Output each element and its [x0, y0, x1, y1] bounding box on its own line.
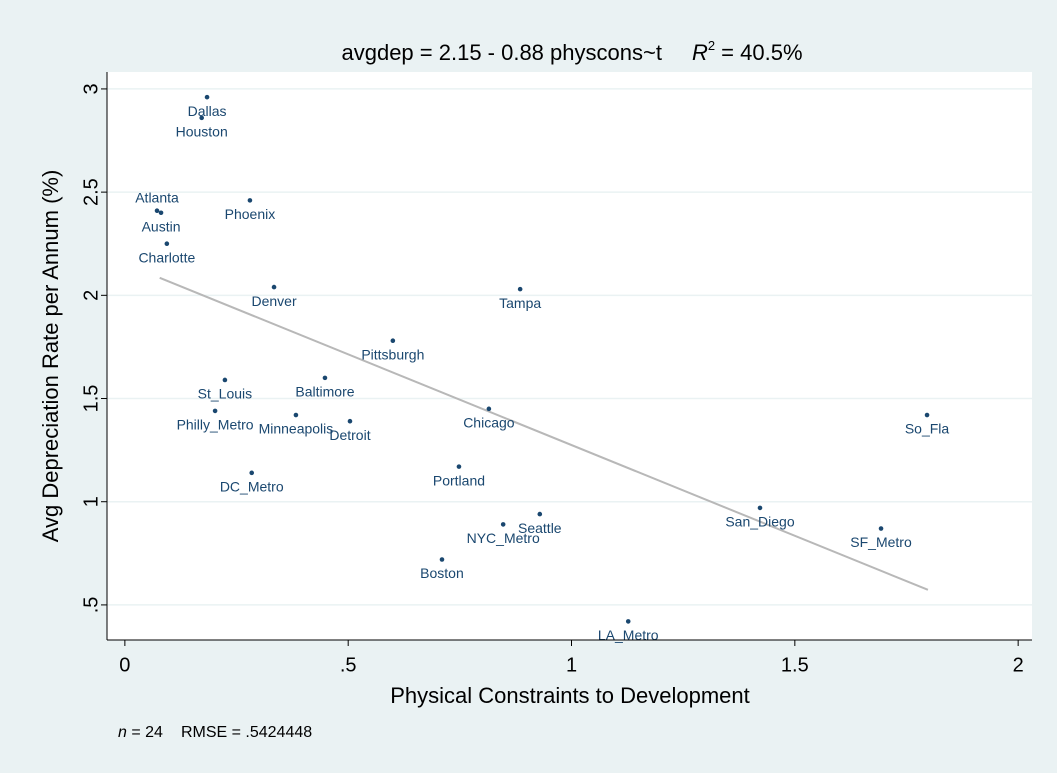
point-label: Seattle [518, 520, 562, 536]
x-tick-label: 2 [1013, 654, 1024, 676]
y-axis-label: Avg Depreciation Rate per Annum (%) [38, 170, 63, 543]
point-label: SF_Metro [850, 534, 912, 550]
point [199, 115, 204, 121]
point [500, 522, 506, 527]
y-tick-label: 1.5 [80, 385, 102, 413]
x-axis-label: Physical Constraints to Development [390, 683, 750, 708]
point-label: St_Louis [198, 386, 252, 402]
point-label: Detroit [329, 427, 370, 443]
point-label: Baltimore [295, 384, 354, 400]
point [164, 241, 170, 247]
y-tick-label: 2 [80, 290, 102, 301]
point [456, 464, 462, 469]
y-tick-label: 3 [80, 83, 102, 94]
point-label: Chicago [463, 415, 515, 431]
point-label: Charlotte [138, 249, 195, 265]
y-tick-label: .5 [80, 597, 102, 614]
point-label: Pittsburgh [361, 346, 424, 362]
point [537, 511, 543, 517]
rmse-text: RMSE = .5424448 [181, 724, 312, 741]
point [271, 284, 277, 290]
point [924, 412, 930, 418]
point-label: Denver [251, 293, 296, 309]
point-label: San_Diego [725, 514, 794, 530]
r2-symbol: R [692, 40, 708, 65]
y-tick-label: 1 [80, 496, 102, 507]
point [322, 375, 328, 381]
point [154, 208, 160, 213]
axes: .5 1 1.5 2 2.5 3 0 .5 1 1.5 2 [80, 72, 1032, 676]
point-label: Houston [176, 124, 228, 140]
r2-sup: 2 [708, 38, 715, 53]
point [158, 210, 164, 216]
point-label: DC_Metro [220, 479, 284, 495]
point [757, 505, 763, 511]
point [625, 619, 631, 624]
x-tick-label: 1 [566, 654, 577, 676]
n-text: = 24 [127, 724, 163, 741]
footnote: n = 24 RMSE = .5424448 [118, 724, 312, 741]
point-label: So_Fla [905, 421, 950, 437]
point-label: Dallas [188, 103, 227, 119]
point [486, 406, 492, 412]
r2-text: = 40.5% [715, 40, 802, 65]
point [390, 338, 396, 344]
point-label: Tampa [499, 295, 541, 311]
x-tick-label: .5 [340, 654, 357, 676]
point [347, 418, 353, 424]
point [212, 408, 218, 414]
point [439, 557, 445, 562]
point [878, 526, 884, 531]
n-symbol: n [118, 724, 127, 741]
fit-line [159, 276, 929, 591]
point [249, 470, 255, 476]
x-tick-label: 0 [119, 654, 130, 676]
point [204, 94, 210, 100]
plot-area [107, 72, 1032, 640]
point-label: NYC_Metro [467, 530, 540, 546]
point-label: Atlanta [135, 189, 179, 205]
point [517, 286, 523, 292]
point [222, 377, 228, 383]
point-label: Boston [420, 565, 464, 581]
point-label: Minneapolis [259, 421, 334, 437]
point-label: LA_Metro [598, 627, 659, 643]
point-label: Philly_Metro [177, 417, 254, 433]
point-label: Portland [433, 472, 485, 488]
point [247, 198, 253, 203]
point-label: Austin [142, 218, 181, 234]
chart-title: avgdep = 2.15 - 0.88 physcons~t R2 = 40.5… [341, 38, 802, 64]
point-label: Phoenix [225, 206, 276, 222]
point [293, 412, 299, 418]
marks: Dallas Houston Atlanta Austin Phoenix Charlot… [135, 94, 950, 643]
x-tick-label: 1.5 [781, 654, 809, 676]
title-text: avgdep = 2.15 - 0.88 physcons~t [341, 40, 661, 65]
grid [107, 88, 1032, 606]
y-tick-label: 2.5 [80, 178, 102, 206]
